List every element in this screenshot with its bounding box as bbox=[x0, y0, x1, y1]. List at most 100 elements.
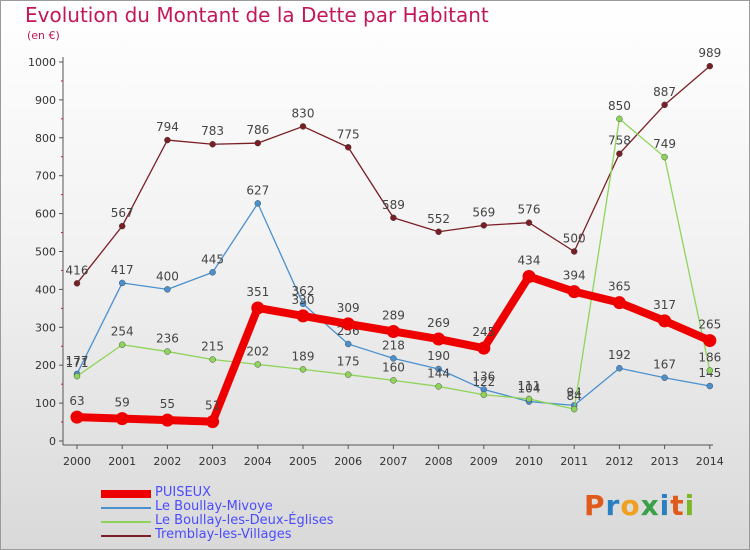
data-point-puiseux bbox=[251, 301, 265, 315]
y-tick-label: 1000 bbox=[28, 56, 56, 69]
data-label-le-boullay-mivoye: 94 bbox=[567, 385, 582, 399]
data-label-puiseux: 265 bbox=[698, 318, 721, 332]
legend-swatch-le-boullay-mivoye bbox=[101, 507, 151, 509]
data-label-puiseux: 309 bbox=[337, 301, 360, 315]
data-label-puiseux: 245 bbox=[472, 325, 495, 339]
data-point-le-boullay-mivoye bbox=[209, 269, 216, 276]
y-tick-label: 500 bbox=[35, 246, 56, 259]
legend-swatch-tremblay-les-villages bbox=[101, 535, 151, 537]
data-label-le-boullay-mivoye: 136 bbox=[472, 369, 495, 383]
data-label-puiseux: 394 bbox=[563, 269, 586, 283]
y-tick-label: 600 bbox=[35, 208, 56, 221]
data-label-tremblay-les-villages: 775 bbox=[337, 127, 360, 141]
data-point-le-boullay-les-deux-eglises bbox=[480, 391, 487, 398]
data-label-tremblay-les-villages: 758 bbox=[608, 134, 631, 148]
data-point-le-boullay-mivoye bbox=[164, 286, 171, 293]
legend-item-le-boullay-les-deux-eglises: Le Boullay-les-Deux-Églises bbox=[101, 513, 401, 529]
proxiti-logo: Proxiti bbox=[584, 489, 695, 522]
data-label-tremblay-les-villages: 552 bbox=[427, 212, 450, 226]
data-label-puiseux: 51 bbox=[205, 399, 220, 413]
data-point-le-boullay-mivoye bbox=[345, 340, 352, 348]
x-tick-label: 2011 bbox=[560, 455, 588, 468]
data-label-tremblay-les-villages: 786 bbox=[246, 123, 269, 137]
data-point-puiseux bbox=[386, 324, 400, 338]
data-label-tremblay-les-villages: 500 bbox=[563, 232, 586, 246]
data-point-tremblay-les-villages bbox=[345, 144, 352, 151]
legend-label: PUISEUX bbox=[155, 485, 212, 500]
data-label-le-boullay-les-deux-eglises: 186 bbox=[698, 351, 721, 365]
data-label-le-boullay-les-deux-eglises: 189 bbox=[292, 349, 315, 363]
data-point-le-boullay-mivoye bbox=[254, 200, 261, 207]
data-label-le-boullay-mivoye: 218 bbox=[382, 338, 405, 352]
data-point-le-boullay-mivoye bbox=[661, 374, 668, 381]
data-point-le-boullay-les-deux-eglises bbox=[706, 367, 713, 374]
x-tick-label: 2008 bbox=[425, 455, 453, 468]
data-point-tremblay-les-villages bbox=[661, 101, 668, 109]
data-point-le-boullay-les-deux-eglises bbox=[435, 383, 442, 390]
y-tick-label: 100 bbox=[35, 397, 56, 410]
data-label-le-boullay-les-deux-eglises: 160 bbox=[382, 360, 405, 374]
data-point-le-boullay-les-deux-eglises bbox=[661, 153, 668, 161]
data-label-puiseux: 55 bbox=[160, 397, 175, 411]
data-label-puiseux: 330 bbox=[292, 293, 315, 307]
legend-label: Le Boullay-Mivoye bbox=[155, 499, 273, 514]
data-point-le-boullay-les-deux-eglises bbox=[299, 366, 307, 373]
data-label-tremblay-les-villages: 567 bbox=[111, 206, 134, 220]
x-tick-label: 2002 bbox=[153, 455, 181, 468]
data-point-tremblay-les-villages bbox=[118, 222, 126, 230]
data-point-puiseux bbox=[567, 285, 581, 299]
legend-swatch-puiseux bbox=[101, 490, 151, 498]
data-label-le-boullay-les-deux-eglises: 202 bbox=[246, 344, 269, 358]
data-label-le-boullay-mivoye: 445 bbox=[201, 252, 224, 266]
data-point-puiseux bbox=[522, 270, 536, 284]
data-label-puiseux: 317 bbox=[653, 298, 676, 312]
data-label-tremblay-les-villages: 830 bbox=[292, 106, 315, 120]
data-point-tremblay-les-villages bbox=[435, 228, 442, 235]
data-label-le-boullay-mivoye: 192 bbox=[608, 348, 631, 362]
x-tick-label: 2009 bbox=[470, 455, 498, 468]
data-label-le-boullay-les-deux-eglises: 84 bbox=[567, 389, 582, 403]
data-point-tremblay-les-villages bbox=[73, 280, 81, 287]
data-label-le-boullay-mivoye: 190 bbox=[427, 349, 450, 363]
data-point-tremblay-les-villages bbox=[706, 62, 713, 70]
data-point-le-boullay-les-deux-eglises bbox=[616, 115, 623, 123]
data-point-puiseux bbox=[477, 341, 491, 355]
data-point-puiseux bbox=[160, 413, 174, 427]
data-point-tremblay-les-villages bbox=[390, 214, 397, 221]
data-label-tremblay-les-villages: 589 bbox=[382, 198, 405, 212]
data-label-le-boullay-mivoye: 400 bbox=[156, 269, 179, 283]
data-point-le-boullay-les-deux-eglises bbox=[571, 405, 578, 413]
data-point-puiseux bbox=[703, 334, 717, 348]
data-point-le-boullay-mivoye bbox=[435, 365, 442, 373]
data-point-tremblay-les-villages bbox=[299, 123, 307, 130]
x-tick-label: 2000 bbox=[63, 455, 91, 468]
y-tick-label: 0 bbox=[49, 435, 56, 448]
data-point-tremblay-les-villages bbox=[480, 222, 487, 229]
data-label-le-boullay-mivoye: 177 bbox=[66, 354, 89, 368]
data-point-puiseux bbox=[115, 412, 129, 426]
x-tick-label: 2007 bbox=[379, 455, 407, 468]
data-label-puiseux: 59 bbox=[115, 396, 130, 410]
data-label-le-boullay-les-deux-eglises: 215 bbox=[201, 340, 224, 354]
legend-label: Le Boullay-les-Deux-Églises bbox=[155, 513, 334, 528]
y-tick-label: 400 bbox=[35, 283, 56, 296]
data-point-tremblay-les-villages bbox=[616, 150, 623, 157]
data-point-puiseux bbox=[432, 332, 446, 346]
data-point-le-boullay-mivoye bbox=[390, 355, 397, 362]
chart-unit-label: (en €) bbox=[27, 29, 60, 42]
x-tick-label: 2012 bbox=[605, 455, 633, 468]
data-label-le-boullay-les-deux-eglises: 749 bbox=[653, 137, 676, 151]
data-label-le-boullay-les-deux-eglises: 175 bbox=[337, 355, 360, 369]
data-point-le-boullay-les-deux-eglises bbox=[525, 395, 533, 403]
x-tick-label: 2013 bbox=[651, 455, 679, 468]
x-tick-label: 2006 bbox=[334, 455, 362, 468]
data-label-le-boullay-les-deux-eglises: 144 bbox=[427, 366, 450, 380]
data-point-puiseux bbox=[206, 415, 220, 429]
data-label-le-boullay-les-deux-eglises: 171 bbox=[66, 356, 89, 370]
y-tick-label: 700 bbox=[35, 170, 56, 183]
x-tick-label: 2003 bbox=[199, 455, 227, 468]
logo-letter: i bbox=[659, 489, 671, 522]
x-tick-label: 2005 bbox=[289, 455, 317, 468]
data-label-le-boullay-les-deux-eglises: 122 bbox=[472, 375, 495, 389]
